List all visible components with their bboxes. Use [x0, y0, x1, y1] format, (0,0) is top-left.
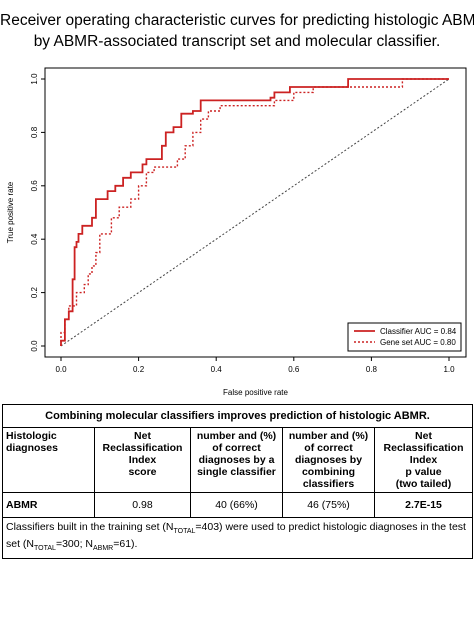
row-label-abmr: ABMR	[2, 492, 95, 518]
x-tick-label: 0.2	[133, 365, 145, 374]
header-nri-p-value: Net Reclassification Index p value (two tail…	[373, 427, 474, 493]
y-axis-label: True positive rate	[6, 181, 15, 243]
y-tick-label: 0.2	[30, 286, 39, 298]
title-line-1: Receiver operating characteristic curves…	[0, 12, 474, 29]
header-nri-score: Net Reclassification Index score	[94, 427, 191, 493]
table-header-row: Histologic diagnoses Net Reclassification I…	[2, 427, 474, 493]
cell-combined: 46 (75%)	[282, 492, 375, 518]
header-histologic-diagnoses: Histologic diagnoses	[2, 427, 95, 493]
legend-label: Classifier AUC = 0.84	[380, 327, 457, 336]
y-tick-label: 1.0	[30, 73, 39, 85]
x-tick-label: 0.6	[288, 365, 300, 374]
y-tick-label: 0.8	[30, 126, 39, 138]
y-tick-label: 0.4	[30, 233, 39, 245]
x-tick-label: 0.4	[211, 365, 223, 374]
title-line-2: by ABMR-associated transcript set and mo…	[33, 33, 441, 50]
header-single-classifier: number and (%) of correct diagnoses by a si…	[190, 427, 283, 493]
x-axis-label: False positive rate	[223, 388, 288, 397]
table-row: ABMR 0.98 40 (66%) 46 (75%) 2.7E-15	[2, 492, 474, 518]
y-tick-label: 0.0	[30, 340, 39, 352]
series-line-classifier	[60, 78, 449, 346]
legend-box	[347, 322, 462, 352]
roc-chart: 0.0 0.2 0.4 0.6 0.8 1.0 0.0 0.2 0.4 0.6 0.8 1.0 Fals…	[6, 67, 467, 397]
cell-nri-score: 0.98	[94, 492, 191, 518]
legend-label: Gene set AUC = 0.80	[380, 338, 456, 347]
cell-single: 40 (66%)	[190, 492, 283, 518]
series-line-gene-set	[60, 78, 449, 346]
table-footnote: Classifiers built in the training set (N…	[1, 516, 474, 560]
reference-diagonal	[60, 78, 450, 347]
x-tick-label: 0.8	[366, 365, 378, 374]
figure-title: Receiver operating characteristic curves…	[0, 10, 474, 52]
plot-frame	[44, 67, 467, 358]
x-tick-label: 1.0	[443, 365, 455, 374]
results-table: Combining molecular classifiers improves…	[1, 404, 474, 560]
x-tick-label: 0.0	[55, 365, 67, 374]
y-tick-label: 0.6	[30, 180, 39, 192]
cell-p-value: 2.7E-15	[373, 492, 474, 518]
header-combining-classifiers: number and (%) of correct diagnoses by comb…	[282, 427, 375, 493]
table-caption: Combining molecular classifiers improves…	[1, 404, 474, 428]
